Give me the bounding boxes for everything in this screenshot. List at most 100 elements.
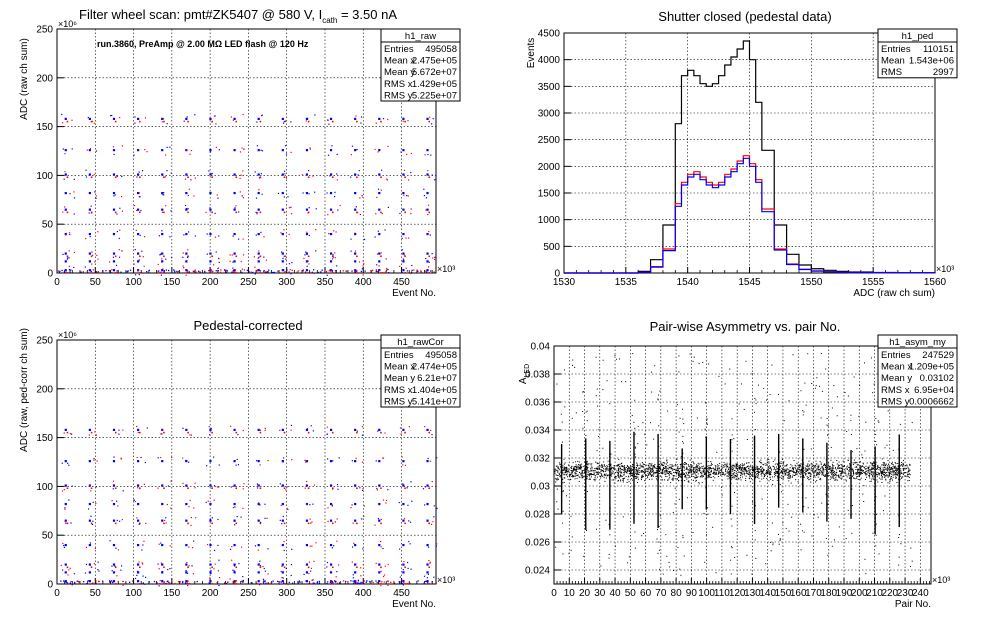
data-point [381, 212, 383, 215]
data-point [336, 484, 339, 486]
data-point [190, 179, 192, 181]
data-point [95, 195, 97, 197]
panel-ped: 1530 1535 1540 1545 1550 1555 1560050010001500… [526, 9, 954, 299]
data-point [821, 465, 823, 467]
data-point [817, 471, 819, 473]
data-point [398, 581, 400, 583]
data-point [281, 260, 284, 263]
data-point [691, 466, 693, 468]
data-point [286, 507, 288, 510]
data-point [283, 255, 286, 258]
data-point [658, 525, 660, 527]
data-point [800, 471, 802, 473]
data-point [705, 436, 707, 438]
data-point [834, 479, 836, 481]
data-point [731, 477, 733, 479]
data-point [429, 116, 431, 118]
data-point [651, 478, 653, 480]
data-point [634, 427, 636, 429]
data-point [690, 464, 692, 466]
data-point [378, 117, 381, 120]
data-point [271, 271, 274, 274]
data-point [635, 475, 637, 477]
data-point [856, 473, 858, 475]
data-point [731, 475, 733, 477]
data-point [233, 260, 236, 263]
data-point [881, 472, 883, 474]
data-point [582, 469, 584, 471]
data-point [812, 470, 814, 472]
data-point [643, 471, 645, 473]
data-point [777, 471, 779, 473]
data-point [205, 211, 207, 213]
data-point [715, 473, 717, 475]
data-point [768, 458, 770, 460]
data-point [557, 467, 559, 469]
data-point [85, 237, 87, 240]
data-point [908, 468, 910, 470]
data-point [676, 473, 678, 475]
data-point [702, 474, 704, 476]
data-point [134, 274, 137, 276]
data-point [248, 271, 250, 273]
data-point [642, 474, 644, 476]
data-point [307, 117, 309, 120]
data-point [620, 480, 622, 482]
data-point [217, 197, 219, 199]
data-point [162, 503, 164, 505]
data-point [850, 420, 852, 422]
data-point [883, 471, 885, 473]
data-point [171, 456, 173, 459]
data-point [556, 501, 558, 503]
data-point [885, 464, 887, 466]
data-point [290, 429, 292, 431]
data-point [185, 269, 188, 272]
data-point [120, 457, 122, 459]
data-point [281, 523, 283, 525]
data-point [90, 255, 93, 258]
y-tick-label: 150 [36, 122, 53, 133]
data-point [757, 466, 759, 468]
data-point [112, 543, 116, 547]
data-point [803, 472, 805, 474]
data-point [88, 149, 91, 152]
x-tick-label: 120 [729, 588, 746, 599]
data-point [637, 476, 639, 478]
data-point [259, 429, 262, 431]
data-point [163, 431, 165, 434]
data-point [64, 428, 67, 431]
data-point [810, 469, 812, 471]
x-tick-label: 0 [551, 588, 557, 599]
data-point [304, 271, 307, 273]
data-point [281, 484, 284, 487]
data-point [387, 584, 389, 586]
data-point [744, 470, 746, 472]
data-point [837, 467, 839, 469]
data-point [557, 471, 559, 473]
data-point [354, 149, 357, 152]
data-point [635, 469, 637, 471]
data-point [204, 271, 206, 273]
data-point [185, 274, 187, 276]
data-point [281, 576, 283, 579]
data-point [193, 195, 195, 197]
data-point [691, 471, 693, 473]
data-point [752, 475, 754, 477]
data-point [331, 255, 334, 258]
data-point [185, 563, 188, 566]
data-point [78, 581, 80, 583]
data-point [781, 471, 783, 473]
data-point [220, 269, 222, 271]
data-point [751, 466, 753, 468]
y-axis-label: ADC (raw, ped-corr ch sum) [19, 328, 30, 452]
data-point [352, 522, 354, 524]
data-point [613, 479, 615, 481]
data-point [665, 465, 667, 467]
data-point [61, 569, 64, 571]
data-point [900, 463, 902, 465]
data-point [90, 522, 93, 525]
data-point [283, 211, 286, 214]
data-point [727, 470, 729, 472]
data-point [801, 469, 803, 471]
data-point [209, 173, 212, 176]
